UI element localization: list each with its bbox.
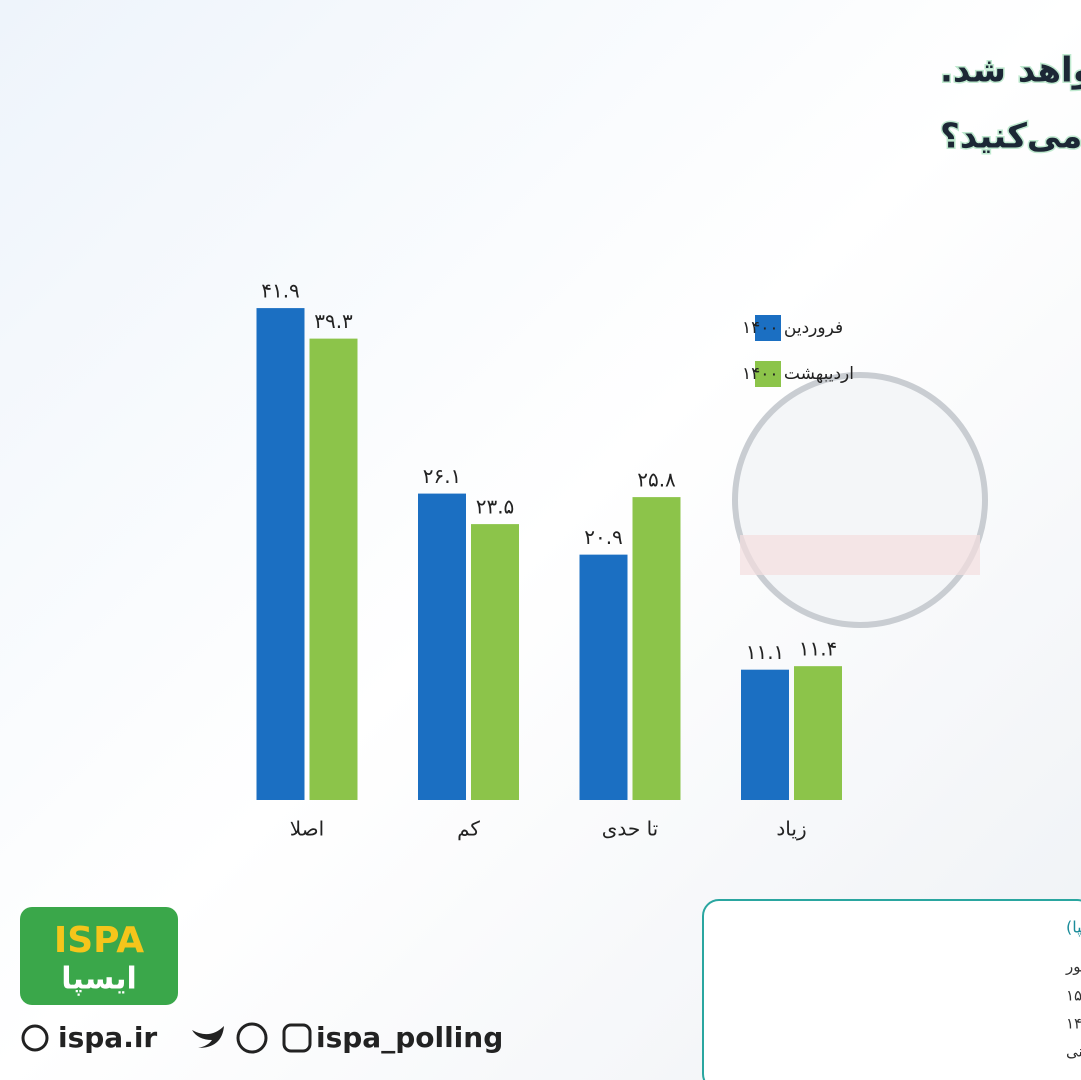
bar (256, 308, 305, 800)
info-line: اندازه نمونه: ۱۵۵۳ (1066, 987, 1081, 1005)
subtitle: شما تا چه حد اخبار این انتخابات را دنبال… (940, 117, 1081, 157)
instagram-icon (282, 1023, 312, 1053)
bar (579, 554, 628, 800)
social-handle[interactable]: ispa_polling (316, 1021, 503, 1054)
x-tick-label: کم (457, 817, 480, 841)
flag-stripe (740, 535, 980, 575)
legend-label: اردیبهشت ۱۴۰۰ (742, 364, 854, 384)
value-label: ۱۱.۱ (746, 640, 785, 664)
legend-swatch (755, 361, 781, 387)
plot: اصلا ۴۱.۹ ۳۹.۳ کم ۲۶.۱ ۲۳.۵ تا حدی ۲۰.۹ ۲۵.۸ زیاد… (256, 279, 854, 841)
bar (794, 666, 842, 800)
web-icon (21, 1024, 49, 1052)
legend-swatch (755, 315, 781, 341)
bar (741, 669, 789, 800)
value-label: ۳۹.۳ (314, 309, 353, 333)
bar (418, 493, 466, 800)
value-label: ۲۳.۵ (476, 495, 515, 519)
title: انتخابات ریاست جمهوری در خرداد ماه برگزا… (940, 51, 1081, 91)
logo-latin: ISPA (54, 920, 144, 961)
bar (632, 497, 681, 800)
x-tick-label: زیاد (776, 817, 806, 841)
logo-persian: ایسپا (61, 962, 137, 997)
value-label: ۱۱.۴ (799, 637, 838, 661)
magnifier (732, 372, 988, 628)
bar (309, 338, 358, 800)
value-label: ۴۱.۹ (261, 279, 300, 303)
legend-label: فروردین ۱۴۰۰ (742, 318, 843, 338)
info-line: شیوه اجرا: مصاحبه تلفنی (1066, 1043, 1081, 1061)
twitter-icon (192, 1026, 224, 1048)
value-label: ۲۵.۸ (637, 468, 676, 492)
bar (471, 524, 519, 800)
x-tick-label: تا حدی (602, 817, 659, 841)
value-label: ۲۶.۱ (423, 464, 462, 488)
x-tick-label: اصلا (290, 817, 324, 841)
info-title: مرکز افکارسنجی دانشجویان ایران (ایسپا) (1066, 918, 1081, 938)
logo (20, 907, 178, 1005)
info-line: زمان اجرا: ۱۸ الی ۲۰ اردیبهشت ۱۴۰۰ (1066, 1015, 1081, 1033)
website[interactable]: ispa.ir (58, 1021, 157, 1054)
value-label: ۲۰.۹ (584, 525, 623, 549)
telegram-icon (236, 1022, 268, 1054)
info-line: جامعه آماری: افراد بالای ۱۸ سال کل کشور (1065, 958, 1081, 976)
info-box (702, 899, 1081, 1080)
